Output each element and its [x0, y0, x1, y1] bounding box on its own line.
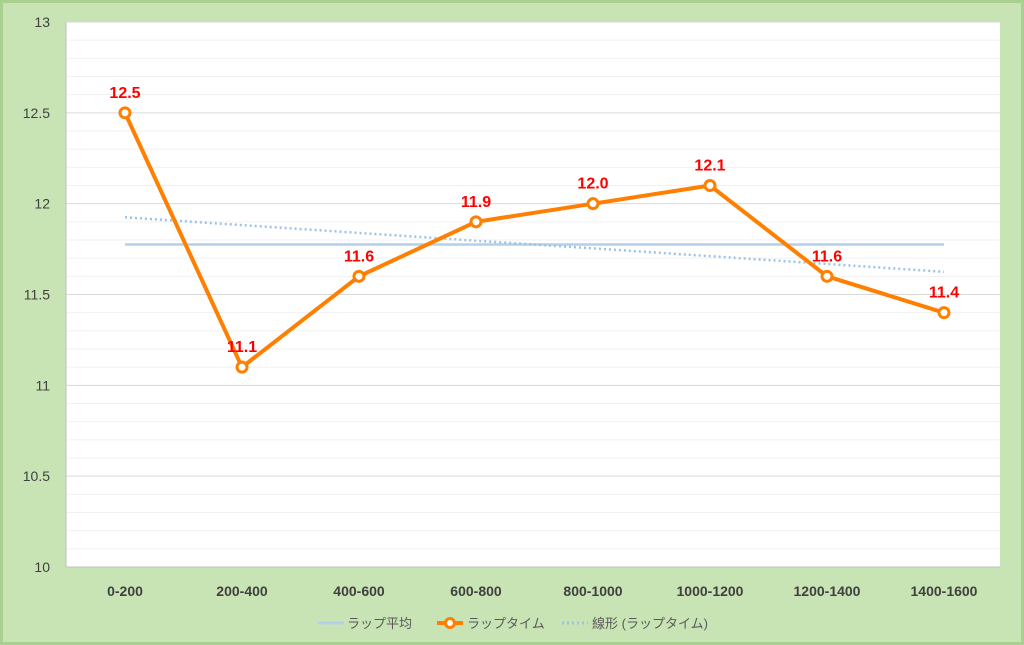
x-tick-label: 1400-1600	[911, 583, 978, 599]
y-tick-label: 12	[34, 196, 50, 212]
y-tick-label: 11	[35, 377, 50, 393]
x-tick-label: 1200-1400	[794, 583, 861, 599]
data-label: 11.1	[227, 339, 257, 356]
x-tick-label: 0-200	[107, 583, 143, 599]
data-point-marker	[118, 106, 132, 120]
y-tick-label: 12.5	[23, 105, 50, 121]
x-tick-label: 800-1000	[563, 583, 622, 599]
y-tick-label: 10.5	[23, 468, 50, 484]
legend-label-average: ラップ平均	[347, 616, 412, 631]
x-tick-label: 200-400	[216, 583, 268, 599]
data-label: 11.6	[812, 248, 842, 265]
y-tick-label: 10	[34, 559, 50, 575]
legend-label-laptime: ラップタイム	[467, 616, 545, 631]
x-tick-label: 400-600	[333, 583, 385, 599]
legend-marker-laptime	[444, 617, 456, 629]
data-point-marker	[820, 269, 834, 283]
series-line-trend	[124, 216, 945, 274]
legend-label-trend: 線形 (ラップタイム)	[592, 616, 708, 631]
x-tick-label: 1000-1200	[677, 583, 744, 599]
series-line-laptime	[123, 111, 945, 370]
data-label: 11.9	[461, 194, 491, 211]
data-point-marker	[235, 360, 249, 374]
data-point-marker	[703, 179, 717, 192]
y-tick-label: 13	[34, 14, 50, 30]
data-point-marker	[586, 197, 600, 211]
y-tick-label: 11.5	[24, 287, 50, 303]
data-label: 12.0	[577, 176, 608, 193]
data-label: 12.5	[109, 85, 140, 102]
data-label: 12.1	[694, 158, 725, 175]
data-point-marker	[469, 215, 483, 229]
data-label: 11.6	[344, 248, 374, 265]
data-point-marker	[937, 306, 951, 320]
data-point-marker	[352, 269, 366, 283]
data-label: 11.4	[929, 285, 959, 302]
x-tick-label: 600-800	[450, 583, 502, 599]
